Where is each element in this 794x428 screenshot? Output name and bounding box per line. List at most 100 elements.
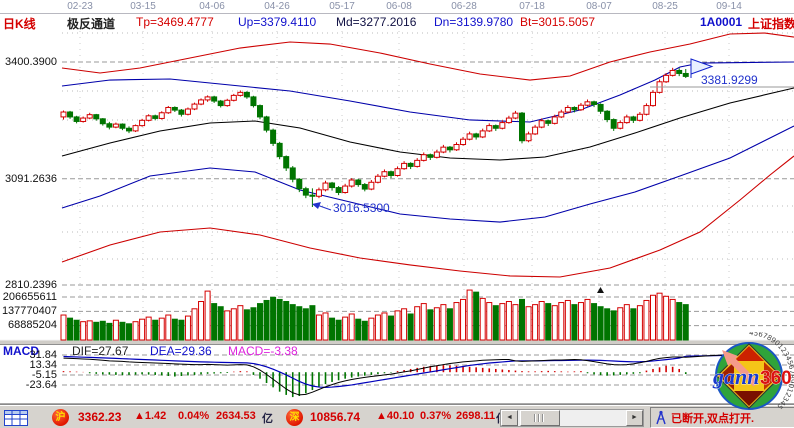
volume-bar	[322, 312, 329, 341]
macd-plot	[62, 353, 736, 398]
table-icon[interactable]	[4, 410, 28, 426]
indicator-name[interactable]: 极反通道	[67, 17, 116, 31]
shanghai-badge-icon[interactable]: 沪	[52, 409, 69, 426]
scrollbar-thumb[interactable]	[520, 410, 560, 426]
candle-body	[440, 146, 447, 153]
candle-body	[643, 105, 650, 115]
candle-body	[335, 187, 342, 193]
horizontal-scrollbar[interactable]: ◄ ►	[500, 409, 644, 427]
volume-bar	[335, 319, 342, 341]
candle-body	[453, 144, 460, 151]
date-tick: 06-08	[386, 1, 412, 12]
sz-index-value: 10856.74	[310, 410, 361, 424]
candle-body	[126, 127, 132, 132]
candles	[60, 67, 689, 208]
shenzhen-badge-icon[interactable]: 深	[286, 409, 303, 426]
volume-bar	[669, 298, 676, 341]
volume-bar	[342, 316, 349, 341]
period-label[interactable]: 日K线	[3, 17, 36, 31]
connection-panel[interactable]: 已断开,双点打开.	[650, 407, 794, 428]
candle-body	[309, 194, 316, 197]
dif-line	[63, 353, 736, 396]
volume-bar	[139, 318, 146, 341]
candle-body	[388, 171, 394, 176]
volume-bar	[126, 323, 132, 341]
candle-body	[394, 168, 401, 176]
candle-body	[99, 118, 106, 125]
sh-change-value: ▲1.42	[134, 410, 167, 422]
candle-body	[152, 115, 159, 119]
candle-body	[604, 110, 611, 121]
volume-bar	[67, 317, 74, 341]
volume-bar	[93, 321, 100, 341]
volume-bar	[283, 301, 290, 341]
volume-bar	[132, 321, 139, 341]
volume-bar	[178, 319, 185, 341]
volume-bar	[119, 321, 126, 341]
candle-body	[191, 103, 198, 110]
logo-gann-text: gann	[712, 364, 759, 389]
volume-bar	[466, 289, 473, 341]
candle-body	[466, 133, 473, 140]
candle-body	[361, 184, 368, 190]
macd-dif-value: DIF=27.67	[72, 344, 129, 358]
volume-bar	[86, 320, 93, 341]
macd-pane-title[interactable]: MACD	[3, 344, 39, 358]
candle-body	[289, 167, 296, 180]
volume-bar	[361, 320, 368, 341]
candle-body	[230, 94, 237, 101]
volume-marker-icon	[597, 287, 604, 293]
volume-bar	[564, 299, 571, 341]
price-flag-icon	[690, 58, 714, 75]
candle-body	[302, 188, 309, 196]
channel-line-md	[61, 87, 794, 161]
volume-bar	[486, 302, 493, 341]
volume-bar	[682, 304, 689, 341]
volume-bar	[263, 299, 270, 341]
symbol-name[interactable]: 上证指数	[748, 17, 794, 31]
volume-bar	[165, 314, 172, 341]
sh-index-value: 3362.23	[78, 410, 122, 424]
volume-bar	[505, 301, 512, 341]
candle-body	[420, 154, 427, 161]
sh-turnover-value: 2634.53	[216, 410, 256, 422]
candle-body	[571, 106, 578, 111]
scrollbar-track[interactable]	[518, 410, 626, 426]
volume-bar	[623, 304, 630, 341]
candle-body	[184, 108, 191, 115]
candle-body	[512, 112, 519, 119]
volume-bar	[73, 319, 80, 341]
volume-bar	[610, 310, 617, 341]
volume-bar	[551, 305, 558, 341]
candle-body	[617, 122, 624, 129]
volume-bar	[577, 302, 584, 341]
volume-bar	[512, 304, 519, 341]
candle-body	[538, 120, 545, 128]
sz-change-value: ▲40.10	[376, 410, 415, 422]
date-tick: 04-26	[264, 1, 290, 12]
candle-body	[499, 122, 506, 129]
candle-body	[145, 115, 152, 121]
volume-bar	[368, 317, 375, 341]
volume-bar	[217, 306, 224, 341]
volume-bar	[296, 306, 303, 341]
sz-turnover-value: 2698.11	[456, 410, 496, 422]
scroll-left-button[interactable]: ◄	[501, 410, 518, 426]
date-tick: 09-14	[716, 1, 742, 12]
volume-bar	[171, 318, 178, 341]
candle-body	[73, 116, 80, 122]
candle-body	[67, 111, 74, 118]
volume-bar	[532, 304, 539, 341]
volume-bar	[355, 318, 362, 341]
volume-bar	[401, 308, 408, 341]
date-tick: 07-18	[519, 1, 545, 12]
macd-axis-label: -23.64	[25, 379, 57, 391]
volume-bar	[473, 291, 480, 341]
scroll-right-button[interactable]: ►	[626, 410, 643, 426]
date-tick: 08-07	[586, 1, 612, 12]
volume-bar	[584, 298, 591, 341]
antenna-icon	[656, 410, 666, 425]
pane-splitter[interactable]	[0, 340, 794, 345]
symbol-code[interactable]: 1A0001	[700, 15, 743, 29]
